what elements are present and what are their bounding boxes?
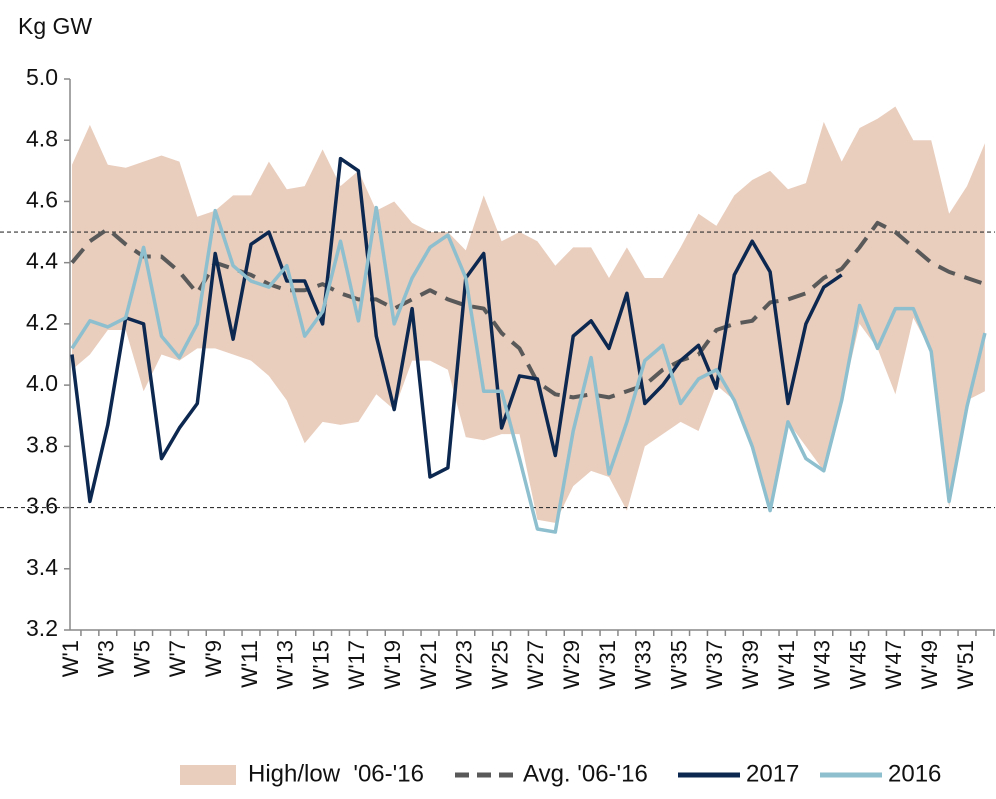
x-tick-label: W'45	[845, 640, 870, 689]
x-tick-label: W'27	[523, 640, 548, 689]
legend-label: Avg. '06-'16	[523, 760, 648, 787]
y-tick-label: 4.6	[26, 187, 58, 213]
y-tick-label: 5.0	[26, 64, 58, 90]
x-tick-label: W'37	[702, 640, 727, 689]
x-tick-label: W'47	[881, 640, 906, 689]
series-line	[70, 156, 843, 504]
legend-label: 2016	[888, 760, 941, 787]
legend-swatch	[180, 765, 236, 785]
average-line	[70, 220, 986, 400]
legend-label: 2017	[746, 760, 799, 787]
y-tick-label: 3.2	[26, 615, 58, 641]
x-tick-label: W'41	[774, 640, 799, 689]
y-tick-label: 4.8	[26, 125, 58, 151]
high-low-band	[72, 106, 985, 523]
y-tick-label: 3.8	[26, 431, 58, 457]
x-tick-label: W'33	[631, 640, 656, 689]
x-tick-label: W'9	[201, 640, 226, 677]
legend-label: High/low '06-'16	[248, 760, 424, 787]
x-tick-label: W'31	[595, 640, 620, 689]
x-tick-label: W'15	[308, 640, 333, 689]
x-tick-label: W'25	[487, 640, 512, 689]
x-tick-label: W'35	[666, 640, 691, 689]
series-line	[70, 205, 987, 534]
x-tick-label: W'5	[129, 640, 154, 677]
x-tick-label: W'39	[738, 640, 763, 689]
y-tick-label: 3.4	[26, 554, 58, 580]
y-tick-label: 4.4	[26, 248, 58, 274]
x-tick-label: W'29	[559, 640, 584, 689]
x-tick-label: W'23	[452, 640, 477, 689]
x-tick-label: W'17	[344, 640, 369, 689]
y-axis-label: Kg GW	[18, 13, 92, 39]
x-tick-label: W'21	[416, 640, 441, 689]
y-tick-label: 4.0	[26, 370, 58, 396]
x-tick-label: W'19	[380, 640, 405, 689]
x-tick-label: W'7	[165, 640, 190, 677]
y-tick-label: 3.6	[26, 493, 58, 519]
x-tick-label: W'49	[917, 640, 942, 689]
x-tick-label: W'11	[237, 640, 262, 688]
x-tick-label: W'1	[58, 640, 83, 677]
x-tick-label: W'43	[810, 640, 835, 689]
x-tick-label: W'13	[273, 640, 298, 689]
x-tick-label: W'3	[94, 640, 119, 677]
y-tick-label: 4.2	[26, 309, 58, 335]
x-tick-label: W'51	[953, 640, 978, 689]
